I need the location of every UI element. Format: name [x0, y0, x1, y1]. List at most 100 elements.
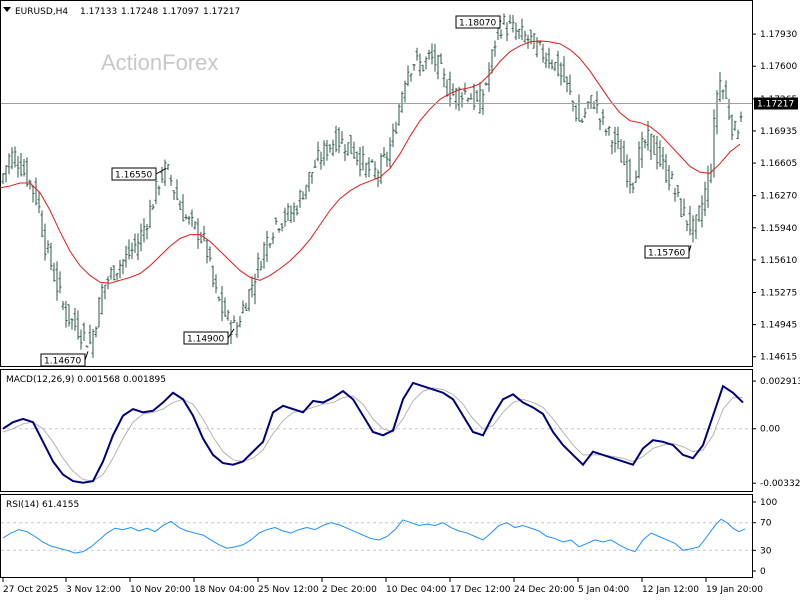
price-bar — [616, 126, 620, 149]
price-bar — [505, 22, 509, 42]
price-bar — [112, 265, 116, 281]
price-bar — [331, 139, 335, 157]
price-bar — [61, 300, 65, 310]
rsi-line — [2, 518, 746, 554]
annotation-leader — [155, 167, 167, 175]
price-y-tick-label: 1.14945 — [760, 321, 797, 331]
price-bar — [460, 92, 464, 108]
price-bar — [10, 147, 14, 170]
price-bar — [73, 308, 77, 331]
price-bar — [202, 225, 206, 242]
rsi-lines — [2, 518, 746, 554]
price-y-tick-label: 1.14615 — [760, 353, 797, 363]
price-bar — [118, 259, 122, 279]
price-bar — [79, 329, 83, 350]
price-bar — [670, 171, 674, 180]
macd-y-tick-label: 0.00 — [760, 425, 780, 435]
price-bar — [598, 118, 602, 131]
moving-average-group — [0, 40, 741, 284]
price-bar — [172, 190, 176, 200]
dropdown-arrow-icon[interactable] — [3, 7, 11, 12]
price-bar — [574, 104, 578, 122]
price-bar — [661, 147, 665, 170]
current-price-group: 1.17217 — [1, 97, 798, 110]
price-bar — [352, 141, 356, 159]
price-annotation: 1.14900 — [183, 328, 235, 345]
price-bar — [7, 153, 11, 175]
header-symbol: EURUSD,H4 — [15, 7, 68, 17]
price-bar — [493, 40, 497, 57]
price-bar — [121, 259, 125, 275]
price-bar — [484, 82, 488, 86]
price-annotations: 1.18070 1.16550 1.14900 1.14670 1.15760 — [40, 15, 692, 367]
time-x-axis: 27 Oct 2025 3 Nov 12:00 10 Nov 20:00 18 Nov… — [2, 578, 763, 595]
price-bar — [538, 41, 542, 46]
price-bar — [256, 252, 260, 279]
price-bar — [310, 172, 314, 184]
price-bar — [406, 65, 410, 87]
price-bar — [388, 137, 392, 168]
price-bar — [649, 133, 653, 160]
price-bar — [535, 37, 539, 58]
price-bar — [355, 151, 359, 166]
price-bar — [85, 345, 89, 348]
price-bar — [304, 184, 308, 200]
price-bar — [520, 18, 524, 41]
price-bar — [139, 223, 143, 252]
header-close: 1.17217 — [203, 7, 240, 17]
price-bar — [595, 91, 599, 114]
price-y-tick-label: 1.16935 — [760, 127, 797, 137]
price-bar — [418, 53, 422, 76]
moving-average-line — [0, 40, 741, 284]
price-bar — [64, 300, 68, 328]
price-bar — [187, 215, 191, 225]
price-bar — [451, 83, 455, 96]
price-bar — [625, 154, 629, 188]
price-bar — [196, 218, 200, 249]
rsi-y-axis: 100 70 30 0 — [1, 498, 777, 577]
price-bar — [373, 161, 377, 180]
price-bar — [637, 141, 641, 179]
price-bar — [346, 142, 350, 156]
price-bar — [565, 76, 569, 93]
price-bar — [652, 135, 656, 155]
price-bar — [550, 59, 554, 70]
price-bar — [571, 100, 575, 112]
price-bar — [379, 153, 383, 185]
price-bar — [193, 221, 197, 230]
price-bar — [97, 296, 101, 328]
price-bar — [154, 180, 158, 205]
price-bar — [640, 131, 644, 168]
price-bar — [682, 198, 686, 217]
price-bar — [481, 89, 485, 115]
price-bar — [643, 139, 647, 149]
price-bar — [568, 74, 572, 95]
price-bar — [619, 139, 623, 163]
price-bar — [328, 144, 332, 153]
annotation-leader — [227, 328, 235, 339]
price-bar — [46, 240, 50, 254]
price-bar — [553, 61, 557, 72]
macd-title: MACD(12,26,9) 0.001568 0.001895 — [6, 375, 166, 385]
macd-main-line — [2, 381, 744, 484]
current-price-label: 1.17217 — [757, 100, 794, 110]
price-bar — [547, 47, 551, 69]
price-bar — [34, 177, 38, 206]
price-bar — [250, 276, 254, 298]
price-bar — [307, 171, 311, 192]
price-bar — [208, 246, 212, 262]
rsi-panel-frame — [0, 494, 753, 578]
price-bar — [724, 80, 728, 99]
x-tick-label: 2 Dec 20:00 — [322, 585, 377, 595]
price-bar — [301, 191, 305, 200]
price-bar — [205, 239, 209, 264]
price-bar — [160, 166, 164, 183]
price-bar — [43, 223, 47, 261]
price-bar — [349, 134, 353, 154]
price-y-axis: 1.179301.176001.172651.169351.166051.162… — [752, 30, 797, 363]
price-bar — [436, 55, 440, 80]
price-bar — [286, 203, 290, 222]
price-bar — [397, 102, 401, 126]
price-bar — [4, 165, 8, 183]
price-bar — [736, 129, 740, 140]
